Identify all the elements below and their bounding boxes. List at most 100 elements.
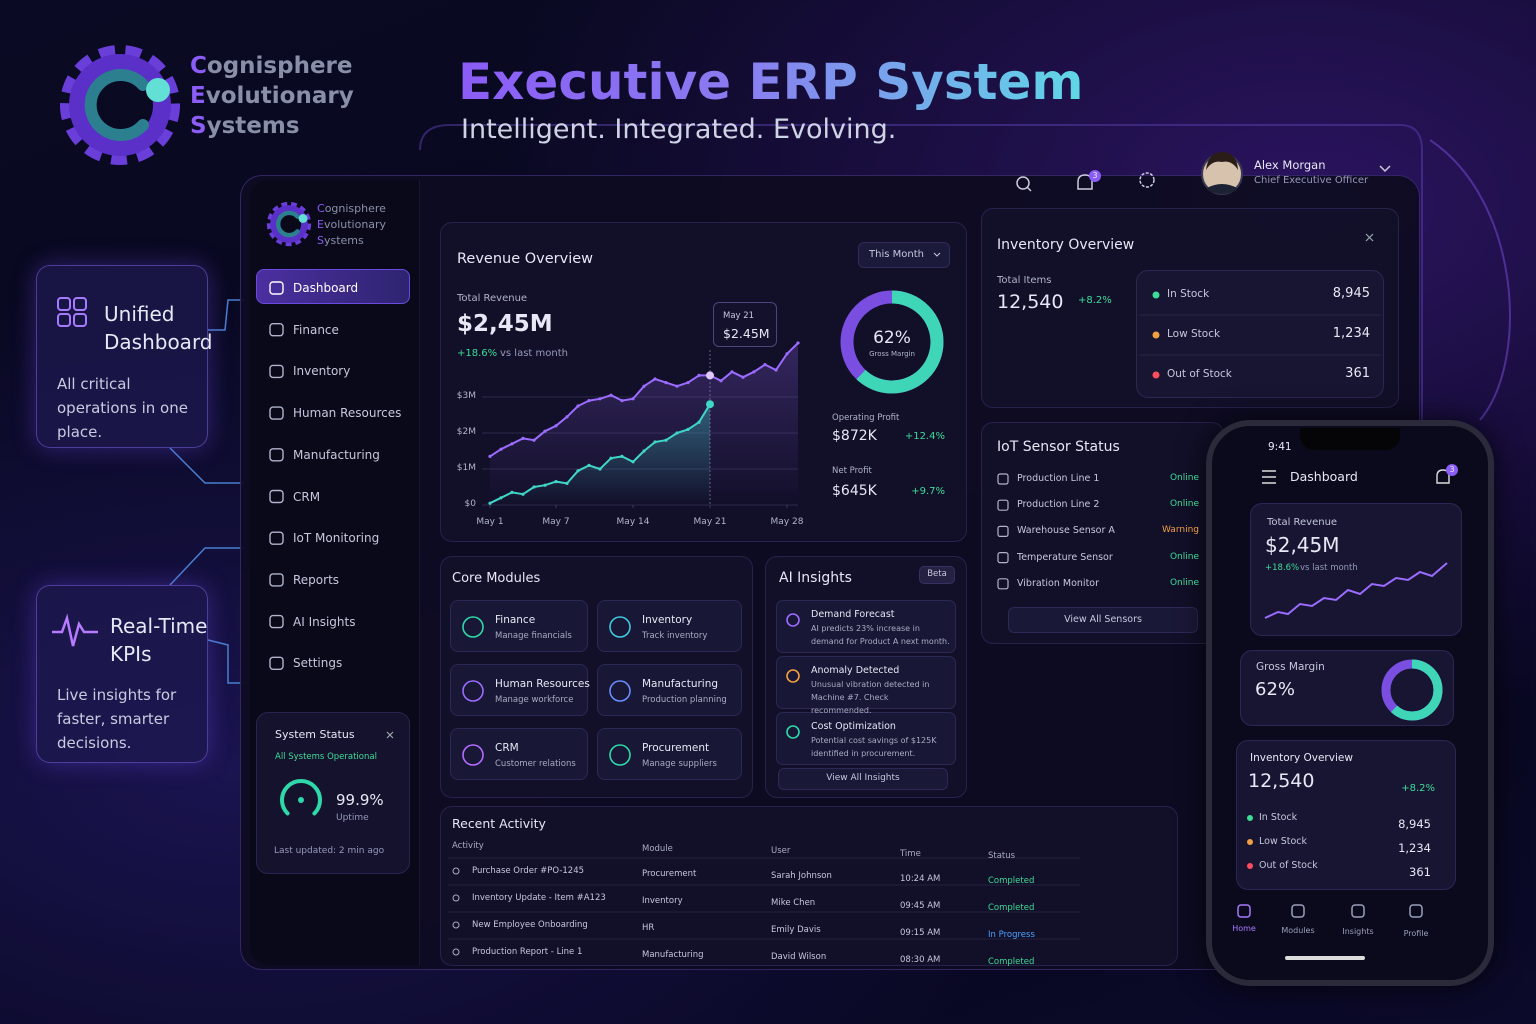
profit-change: +12.4% bbox=[904, 431, 945, 442]
point bbox=[642, 384, 646, 388]
cell: Procurement bbox=[642, 868, 697, 879]
point bbox=[675, 431, 679, 435]
stock-value: 1,234 bbox=[1398, 841, 1431, 855]
tab-label[interactable]: Home bbox=[1232, 924, 1256, 933]
profit-change: +9.7% bbox=[911, 486, 945, 497]
module-name[interactable]: Inventory bbox=[642, 614, 693, 626]
stock-value: 361 bbox=[1409, 865, 1431, 879]
point bbox=[554, 480, 558, 484]
sensor-status: Online bbox=[1169, 577, 1199, 588]
stock-label: Out of Stock bbox=[1167, 368, 1232, 380]
module-icon bbox=[609, 616, 631, 638]
point bbox=[719, 379, 723, 383]
point bbox=[565, 481, 569, 485]
nav-active bbox=[256, 269, 410, 304]
module-card[interactable] bbox=[597, 600, 742, 652]
status-dot bbox=[1247, 815, 1253, 821]
panel-title: Revenue Overview bbox=[457, 251, 594, 267]
kpi-note: vs last month bbox=[500, 348, 568, 359]
connector bbox=[169, 547, 245, 586]
close-icon bbox=[1365, 233, 1374, 242]
nav-icon bbox=[269, 573, 284, 587]
search-icon bbox=[1026, 186, 1032, 192]
module-card[interactable] bbox=[450, 728, 588, 780]
nav-item[interactable]: Finance bbox=[293, 322, 339, 337]
module-name[interactable]: Human Resources bbox=[495, 678, 590, 690]
icon bbox=[57, 297, 71, 311]
module-desc[interactable]: Customer relations bbox=[495, 759, 576, 769]
sensor-name: Production Line 1 bbox=[1017, 473, 1100, 484]
module-card[interactable] bbox=[450, 664, 588, 716]
tab-label[interactable]: Modules bbox=[1281, 925, 1315, 935]
period-label[interactable]: This Month bbox=[869, 249, 924, 260]
icon bbox=[73, 313, 87, 327]
profit-value: $645K bbox=[832, 483, 877, 499]
module-desc[interactable]: Track inventory bbox=[642, 631, 708, 641]
point bbox=[598, 397, 602, 401]
status-subtitle: All Systems Operational bbox=[275, 752, 377, 762]
point bbox=[642, 449, 646, 453]
nav-item[interactable]: CRM bbox=[293, 489, 321, 504]
point bbox=[609, 393, 613, 397]
view-sensors[interactable] bbox=[1008, 607, 1198, 633]
sparkline bbox=[1264, 562, 1448, 619]
module-name[interactable]: CRM bbox=[495, 742, 519, 754]
user-role: Chief Executive Officer bbox=[1254, 175, 1369, 186]
status-time: 9:41 bbox=[1268, 441, 1292, 453]
point bbox=[796, 341, 800, 345]
nav-icon bbox=[269, 406, 284, 420]
module-card[interactable] bbox=[597, 664, 742, 716]
module-name[interactable]: Manufacturing bbox=[642, 678, 719, 690]
module-desc[interactable]: Manage workforce bbox=[495, 695, 574, 705]
feature-card bbox=[36, 585, 208, 763]
nav-item[interactable]: Settings bbox=[293, 656, 343, 671]
cell: Purchase Order #PO-1245 bbox=[472, 866, 585, 876]
tooltip-value: $2.45M bbox=[723, 326, 770, 341]
period-select[interactable] bbox=[858, 242, 950, 268]
stock-label: In Stock bbox=[1167, 288, 1210, 300]
module-desc[interactable]: Production planning bbox=[642, 695, 727, 705]
insight-title: Cost Optimization bbox=[811, 721, 896, 732]
hover-point bbox=[706, 400, 714, 409]
module-name[interactable]: Finance bbox=[495, 614, 536, 626]
module-desc[interactable]: Manage financials bbox=[495, 631, 572, 641]
nav-item[interactable]: Human Resources bbox=[293, 406, 402, 421]
column-header: Time bbox=[900, 848, 921, 859]
nav-item[interactable]: Manufacturing bbox=[293, 447, 380, 462]
module-card[interactable] bbox=[597, 728, 742, 780]
x-tick-label: May 21 bbox=[693, 517, 727, 527]
view-insights[interactable] bbox=[778, 768, 948, 790]
nav-item[interactable]: Inventory bbox=[293, 364, 351, 379]
nav-icon bbox=[269, 656, 284, 670]
insight-text: Potential cost savings of $125K identifi… bbox=[811, 736, 937, 758]
nav-item[interactable]: Dashboard bbox=[293, 281, 359, 295]
nav-item[interactable]: IoT Monitoring bbox=[293, 531, 380, 546]
tab-label[interactable]: Insights bbox=[1342, 927, 1374, 936]
module-icon bbox=[462, 616, 484, 638]
point bbox=[752, 370, 756, 374]
panel-title: Inventory Overview bbox=[1250, 752, 1353, 764]
tab-label[interactable]: Profile bbox=[1403, 928, 1429, 938]
nav-icon bbox=[269, 531, 284, 545]
module-desc[interactable]: Manage suppliers bbox=[642, 759, 717, 769]
gauge-dot bbox=[298, 797, 304, 803]
x-tick-label: May 7 bbox=[542, 517, 570, 527]
kpi-value: 12,540 bbox=[1248, 770, 1315, 792]
sensor-status: Online bbox=[1169, 551, 1199, 562]
view-insights-label[interactable]: View All Insights bbox=[826, 773, 900, 783]
view-sensors-label[interactable]: View All Sensors bbox=[1064, 614, 1142, 625]
panel-title: Inventory Overview bbox=[997, 237, 1135, 253]
cell: 08:30 AM bbox=[900, 954, 941, 965]
module-name[interactable]: Procurement bbox=[642, 742, 710, 754]
chevron bbox=[1379, 165, 1391, 173]
kpi-change: +18.6% bbox=[457, 348, 498, 359]
module-card[interactable] bbox=[450, 600, 588, 652]
nav-item[interactable]: Reports bbox=[293, 572, 340, 587]
row-icon bbox=[452, 867, 460, 875]
status-dot bbox=[1152, 371, 1160, 379]
nav-item[interactable]: AI Insights bbox=[293, 614, 356, 629]
avatar-suit bbox=[1207, 184, 1237, 194]
donut-arc bbox=[840, 290, 944, 394]
kpi-change: +8.2% bbox=[1401, 783, 1435, 794]
